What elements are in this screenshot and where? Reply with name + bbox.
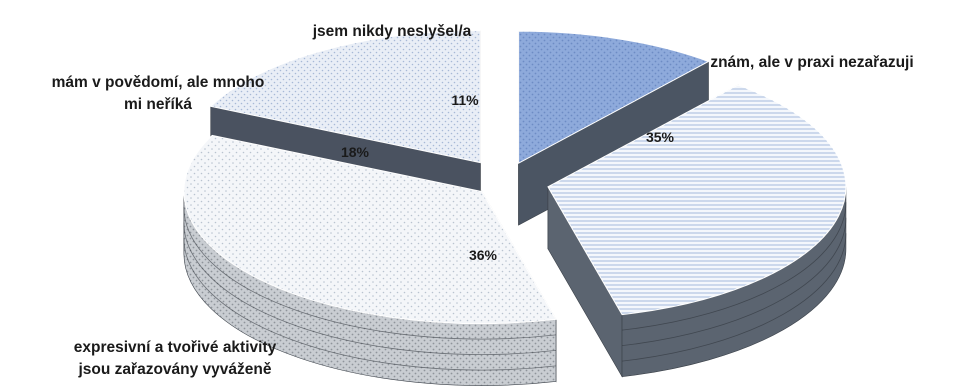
slice-value-label-1: 35% xyxy=(646,129,675,145)
pie-rim-band-2-0-1 xyxy=(183,207,557,340)
slice-label-3: mám v povědomí, ale mnoho mi neříká xyxy=(52,74,265,113)
slice-value-label-2: 36% xyxy=(469,247,498,263)
slice-label-2: expresivní a tvořivé aktivity jsou zařazo… xyxy=(74,339,277,378)
pie-labels: jsem nikdy neslyšel/a 11% znám, ale v prax… xyxy=(52,23,914,378)
pie-slice-1 xyxy=(547,84,847,316)
slice-label-1: znám, ale v praxi nezařazuji xyxy=(710,54,913,71)
pie-slice-3 xyxy=(209,30,481,164)
pie-rim-band-2-0-2 xyxy=(183,222,557,355)
pie-rim-band-1-0-3 xyxy=(622,233,847,362)
slice-value-label-0: 11% xyxy=(451,92,479,108)
slice-value-label-3: 18% xyxy=(341,144,370,160)
slice-label-0: jsem nikdy neslyšel/a xyxy=(312,23,472,40)
pie-rim-band-1-0-1 xyxy=(622,202,847,331)
pie-tops xyxy=(183,30,847,325)
pie-rim-band-2-0-3 xyxy=(183,238,557,371)
pie-slice-0 xyxy=(518,30,710,165)
pie-rim-band-1-0-2 xyxy=(622,217,847,347)
pie-slice-2 xyxy=(183,134,557,325)
